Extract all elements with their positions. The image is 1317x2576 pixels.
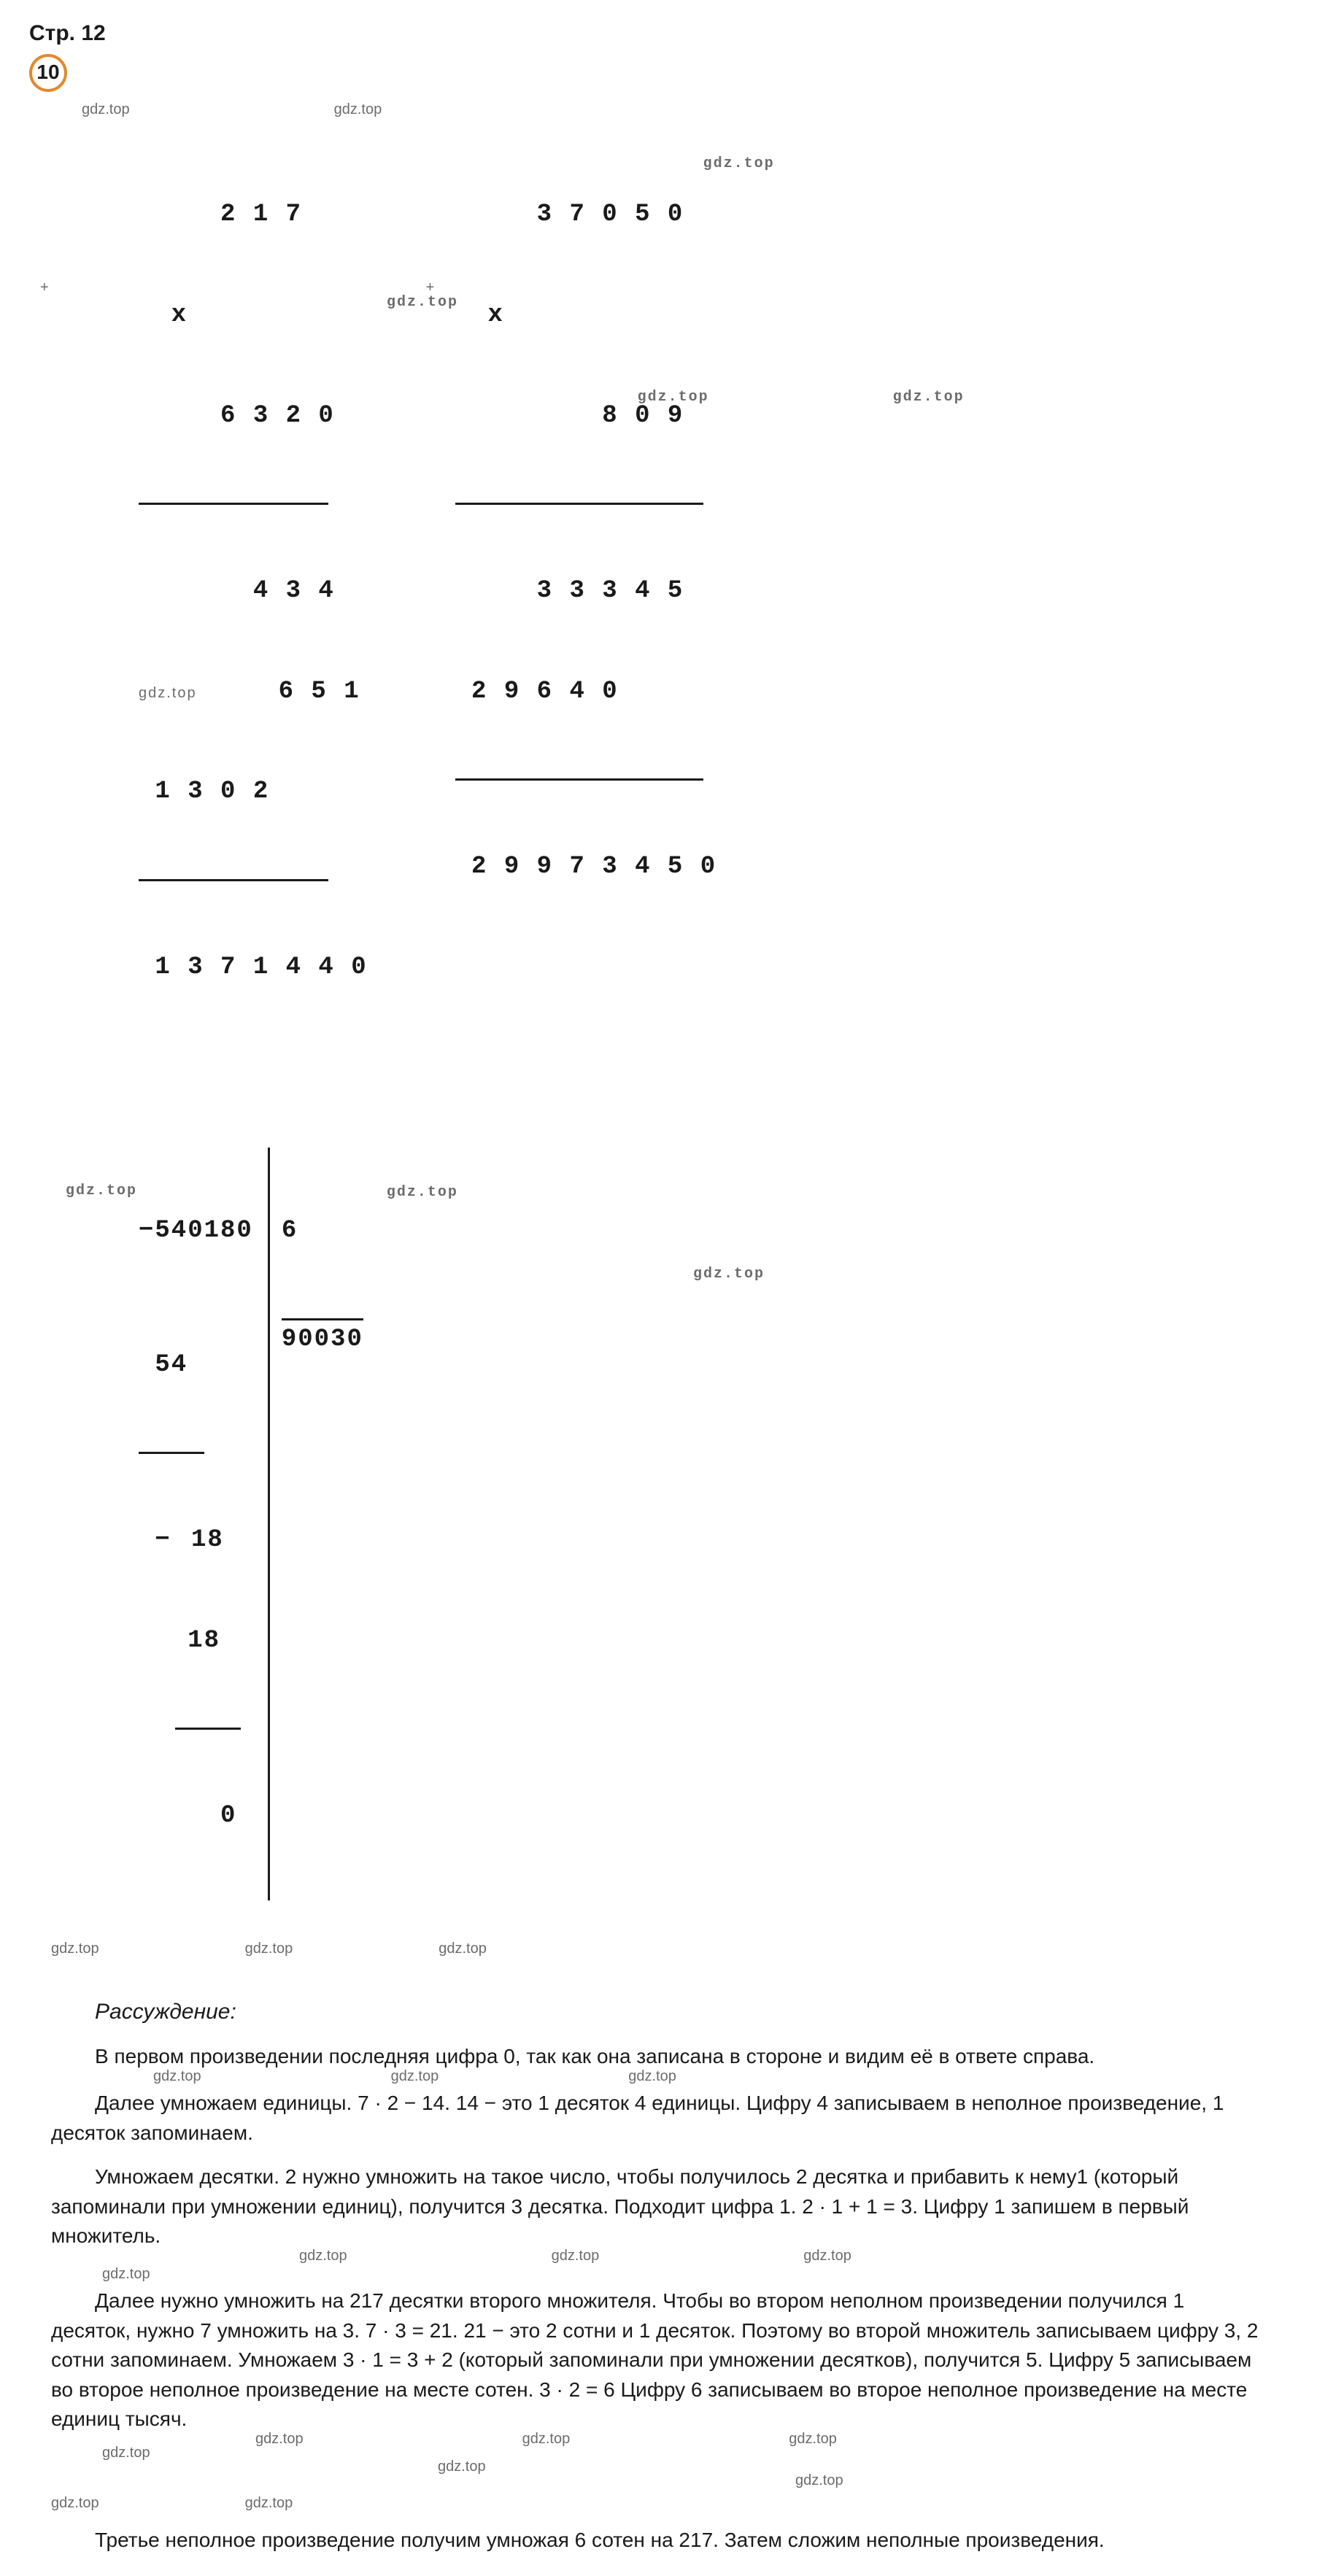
watermark-text: gdz.top [82, 99, 130, 120]
reasoning-paragraph: Далее умножаем единицы. 7 · 2 − 14. 14 −… [51, 2089, 1266, 2148]
watermark-text: gdz.top [795, 2470, 843, 2491]
watermark-text: gdz.top [438, 2456, 486, 2478]
watermark-text: gdz.top [51, 2493, 99, 2514]
mult-line: x [139, 299, 368, 333]
mult-line: 1 3 0 2 [139, 775, 368, 809]
watermark-text: gdz.top [51, 1938, 99, 1960]
reasoning-paragraph: Далее нужно умножить на 217 десятки втор… [51, 2286, 1266, 2434]
rule-line [175, 1728, 241, 1730]
mult-partial: 6 5 1 [197, 678, 360, 705]
rule-line [139, 1452, 204, 1454]
reasoning-paragraph: В первом произведении последняя цифра 0,… [51, 2042, 1266, 2072]
watermark-text: gdz.top [693, 1264, 765, 1284]
multiplication-1: 2 1 7 x 6 3 2 0 4 3 4 gdz.top 6 5 1 1 3 … [139, 132, 368, 1119]
math-row: 2 1 7 x 6 3 2 0 4 3 4 gdz.top 6 5 1 1 3 … [139, 132, 1288, 1119]
divisor: 6 [282, 1215, 363, 1248]
watermark-text: gdz.top [245, 1938, 293, 1960]
reasoning-paragraph: Третье неполное произведение получим умн… [51, 2526, 1266, 2556]
watermark-row: gdz.top [51, 2264, 1288, 2285]
mult-line: 8 0 9 [455, 400, 717, 433]
watermark-text: gdz.top [245, 2493, 293, 2514]
watermark-text: gdz.top [703, 154, 775, 174]
mult-line: 3 3 3 4 5 [455, 575, 717, 608]
watermark-text: gdz.top [102, 2442, 150, 2464]
mult-result: 2 9 9 7 3 4 5 0 [455, 851, 717, 884]
long-division: −540180 gdz.top 54 − 18 18 0 6 90030gdz.… [139, 1148, 1288, 1900]
watermark-text: gdz.top [102, 2264, 150, 2285]
watermark-text: gdz.top [334, 99, 382, 120]
mult-line: 2 1 7 [139, 198, 368, 232]
exercise-number: 10 [29, 54, 67, 92]
division-left: −540180 gdz.top 54 − 18 18 0 [139, 1148, 253, 1900]
mult-result: 1 3 7 1 4 4 0 [139, 951, 368, 985]
division-step: − 18 [139, 1524, 253, 1558]
quotient: 90030gdz.top [282, 1318, 363, 1357]
dividend: −540180 [139, 1215, 253, 1248]
reasoning-title: Рассуждение: [95, 1996, 1288, 2028]
quotient-value: 90030 [282, 1326, 363, 1353]
watermark-text: gdz.top [387, 293, 458, 312]
reasoning-paragraph: Умножаем десятки. 2 нужно умножить на та… [51, 2162, 1266, 2251]
division-step: 18 [139, 1625, 253, 1658]
watermark-row: gdz.top [51, 2470, 1288, 2491]
multiplication-2: 3 7 0 5 0 xgdz.top 8 0 9 3 3 3 4 5 2 9 6… [455, 132, 717, 1119]
mult-line: 3 7 0 5 0 [455, 198, 717, 232]
watermark-row: gdz.top gdz.top [82, 99, 1288, 120]
mult-line: 6 3 2 0 [139, 400, 368, 433]
mult-line: 4 3 4 [139, 575, 368, 608]
division-right: 6 90030gdz.top [268, 1148, 363, 1900]
watermark-text: gdz.top [439, 1938, 487, 1960]
rule-line [455, 778, 703, 781]
division-sub: 18 [142, 1526, 224, 1554]
division-step: 54 [139, 1349, 253, 1382]
watermark-text: gdz.top [387, 1183, 458, 1202]
mult-line: 2 9 6 4 0 [455, 676, 717, 709]
watermark-text: gdz.top [139, 685, 197, 701]
mult-op: x [455, 301, 504, 329]
division-remainder: 0 [139, 1800, 253, 1833]
rule-line [139, 879, 328, 881]
mult-line: gdz.top 6 5 1 [139, 676, 368, 709]
watermark-text: gdz.top [893, 387, 965, 407]
page-title: Стр. 12 [29, 18, 1288, 50]
plus-sign: + [426, 278, 436, 298]
rule-line [139, 503, 328, 505]
watermark-row: gdz.top gdz.top gdz.top [51, 1938, 1288, 1960]
watermark-row: gdz.top gdz.top [51, 2493, 1288, 2514]
rule-line [455, 503, 703, 505]
plus-sign: + [40, 278, 50, 298]
watermark-text: gdz.top [66, 1181, 137, 1201]
mult-line: xgdz.top [455, 299, 717, 333]
mult-op: x [139, 301, 188, 329]
